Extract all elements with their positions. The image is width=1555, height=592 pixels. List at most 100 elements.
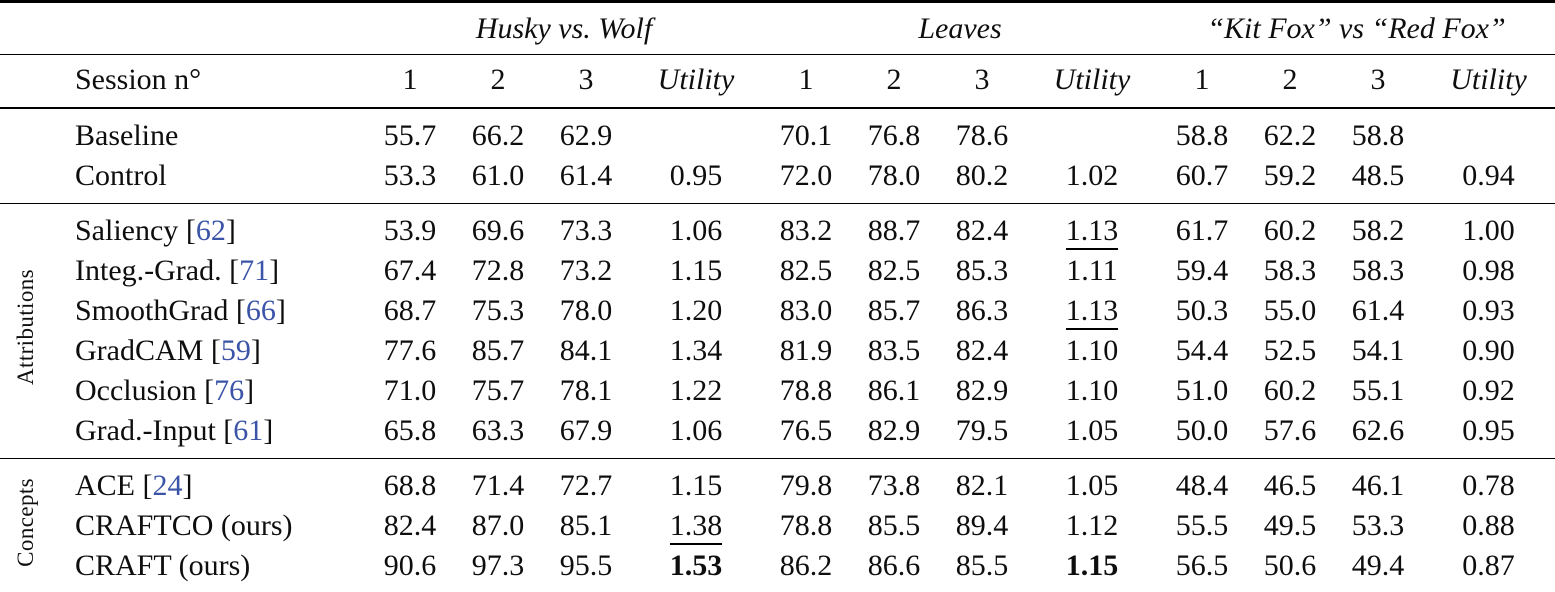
utility-value-cell: 1.15 [630,251,762,291]
score-value-cell: 78.1 [542,371,630,411]
cell-value: 66.2 [471,119,525,152]
score-value-cell: 58.2 [1334,203,1422,251]
col-header-utility: Utility [1422,54,1555,109]
score-value-cell: 72.7 [542,458,630,506]
method-name: CRAFTCO (ours) [75,509,293,542]
cell-value: 82.4 [955,334,1009,367]
cell-value: 55.5 [1175,509,1229,542]
score-value-cell: 60.2 [1246,203,1334,251]
cell-value: 55.1 [1351,374,1405,407]
cell-value: 95.5 [559,549,613,582]
utility-value-cell: 1.22 [630,371,762,411]
table-row: GradCAM [59] 77.6 85.7 84.1 1.34 81.9 83.5 82.4… [0,331,1555,371]
citation-ref[interactable]: 71 [239,254,270,287]
cell-value: 77.6 [383,334,437,367]
citation-ref[interactable]: 61 [233,414,264,447]
utility-value-cell: 1.53 [630,546,762,592]
score-value-cell: 72.0 [762,156,850,204]
col-header-session-3: 3 [1334,54,1422,109]
cell-value: 1.05 [1065,469,1119,502]
cell-value: 0.87 [1462,549,1515,582]
cell-value: 1.02 [1065,159,1119,192]
utility-value-cell: 1.20 [630,291,762,331]
col-header-session-1: 1 [1158,54,1246,109]
table-body: Baseline 55.7 66.2 62.9 70.1 76.8 78.6 58.8 62.2… [0,107,1555,592]
utility-value-cell: 0.87 [1422,546,1555,592]
cell-value: 0.92 [1462,374,1515,407]
citation-ref[interactable]: 62 [195,214,226,247]
score-value-cell: 55.0 [1246,291,1334,331]
score-value-cell: 50.0 [1158,411,1246,459]
citation-ref[interactable]: 66 [245,294,276,327]
utility-value-cell: 1.13 [1026,291,1158,331]
cell-value: 1.15 [669,469,723,502]
score-value-cell: 75.3 [454,291,542,331]
cell-value: 78.0 [559,294,613,327]
score-value-cell: 86.3 [938,291,1026,331]
cell-value: 82.5 [867,254,921,287]
score-value-cell: 82.9 [938,371,1026,411]
cell-value: 79.8 [779,469,833,502]
score-value-cell: 87.0 [454,506,542,546]
cell-value: 68.7 [383,294,437,327]
group-header-leaves: Leaves [762,1,1158,55]
score-value-cell: 88.7 [850,203,938,251]
cell-value: 1.15 [1065,549,1119,582]
method-name: Occlusion [75,374,197,407]
citation-ref[interactable]: 59 [220,334,251,367]
score-value-cell: 46.5 [1246,458,1334,506]
score-value-cell: 85.5 [938,546,1026,592]
cell-value: 81.9 [779,334,833,367]
cell-value: 88.7 [867,214,921,247]
score-value-cell: 78.8 [762,506,850,546]
score-value-cell: 85.7 [454,331,542,371]
utility-value-cell: 1.00 [1422,203,1555,251]
cell-value: 85.5 [867,509,921,542]
score-value-cell: 76.5 [762,411,850,459]
citation-ref[interactable]: 76 [214,374,245,407]
cell-value: 1.34 [669,334,723,367]
score-value-cell: 76.8 [850,107,938,156]
score-value-cell: 70.1 [762,107,850,156]
citation-ref[interactable]: 24 [152,469,183,502]
score-value-cell: 60.7 [1158,156,1246,204]
score-value-cell: 90.6 [366,546,454,592]
score-value-cell: 83.2 [762,203,850,251]
utility-value-cell: 1.11 [1026,251,1158,291]
cell-value: 87.0 [471,509,525,542]
utility-value-cell: 0.98 [1422,251,1555,291]
score-value-cell: 79.5 [938,411,1026,459]
cell-value: 72.7 [559,469,613,502]
session-number-header: Session n° [50,54,366,109]
cell-value: 71.0 [383,374,437,407]
score-value-cell: 60.2 [1246,371,1334,411]
utility-value-cell: 1.06 [630,411,762,459]
cell-value: 71.4 [471,469,525,502]
cell-value: 60.7 [1175,159,1229,192]
score-value-cell: 50.6 [1246,546,1334,592]
table-row: Integ.-Grad. [71] 67.4 72.8 73.2 1.15 82.5 82.… [0,251,1555,291]
table-row: Attributions Saliency [62] 53.9 69.6 73.3 1.0… [0,203,1555,459]
cell-value: 70.1 [779,119,833,152]
cell-value: 53.9 [383,214,437,247]
score-value-cell: 97.3 [454,546,542,592]
cell-value: 72.0 [779,159,833,192]
cell-value: 58.8 [1351,119,1405,152]
col-header-session-3: 3 [542,54,630,109]
cell-value: 73.2 [559,254,613,287]
cell-value: 1.10 [1065,374,1119,407]
score-value-cell: 68.8 [366,458,454,506]
score-value-cell: 61.7 [1158,203,1246,251]
score-value-cell: 58.8 [1334,107,1422,156]
method-label: Baseline [50,107,366,156]
cell-value: 78.0 [867,159,921,192]
method-label: Occlusion [76] [75,374,255,407]
score-value-cell: 67.4 [366,251,454,291]
method-name: GradCAM [75,334,204,367]
score-value-cell: 58.3 [1334,251,1422,291]
method-label: SmoothGrad [66] [75,294,286,327]
cell-value: 86.2 [779,549,833,582]
utility-value-cell: 1.10 [1026,331,1158,371]
score-value-cell: 59.4 [1158,251,1246,291]
